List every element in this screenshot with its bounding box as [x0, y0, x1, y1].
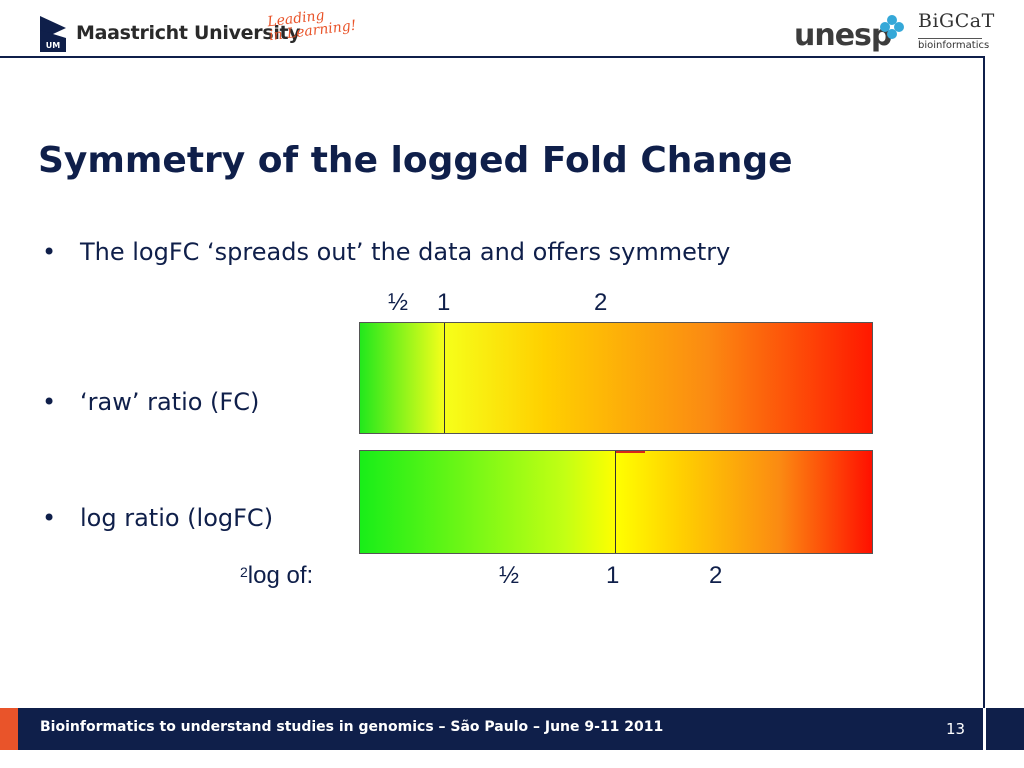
bigcat-logo: BiGCaT: [918, 10, 995, 32]
header-divider: [0, 56, 985, 58]
maastricht-logo-icon: UM: [40, 16, 66, 52]
bullet-dot: •: [42, 388, 57, 416]
bullet-dot: •: [42, 238, 57, 266]
raw-tick-two: 2: [594, 289, 608, 316]
bullet-text: ‘raw’ ratio (FC): [80, 388, 260, 416]
footer-text: Bioinformatics to understand studies in …: [40, 719, 664, 735]
log-caption-text: log of:: [247, 562, 314, 589]
bullet-text: log ratio (logFC): [80, 504, 274, 532]
log-scale-caption: 2log of:: [240, 562, 313, 590]
raw-tick-half: ½: [388, 289, 409, 316]
bullet-text: The logFC ‘spreads out’ the data and off…: [80, 238, 731, 266]
log-tick-two: 2: [709, 562, 723, 589]
unesp-flower-icon: [880, 15, 904, 39]
bullet-item-log-ratio: • log ratio (logFC): [42, 504, 273, 532]
slide-title: Symmetry of the logged Fold Change: [38, 140, 793, 181]
log-base: 2: [240, 564, 248, 580]
svg-text:UM: UM: [46, 41, 60, 50]
log-tick-half: ½: [499, 562, 520, 589]
bullet-dot: •: [42, 504, 57, 532]
bullet-item-symmetry: • The logFC ‘spreads out’ the data and of…: [42, 238, 730, 266]
raw-tick-one: 1: [437, 289, 451, 316]
bullet-item-raw-ratio: • ‘raw’ ratio (FC): [42, 388, 259, 416]
log-ratio-gradient-bar: [359, 450, 873, 554]
log-ratio-marker-flag: [615, 451, 645, 453]
raw-ratio-gradient-bar: [359, 322, 873, 434]
raw-ratio-one-marker: [444, 323, 445, 433]
footer-bar: [0, 708, 1024, 750]
log-ratio-one-marker: [615, 451, 616, 553]
log-tick-one: 1: [606, 562, 620, 589]
footer-divider: [983, 708, 986, 750]
footer-accent: [0, 708, 18, 750]
university-name: Maastricht University: [76, 22, 301, 44]
university-tagline: Leading in Learning!: [266, 5, 357, 44]
page-number: 13: [946, 720, 966, 738]
unesp-logo: unesp: [794, 18, 892, 53]
bigcat-subtitle: bioinformatics: [918, 38, 990, 51]
right-border-rule: [983, 56, 985, 708]
